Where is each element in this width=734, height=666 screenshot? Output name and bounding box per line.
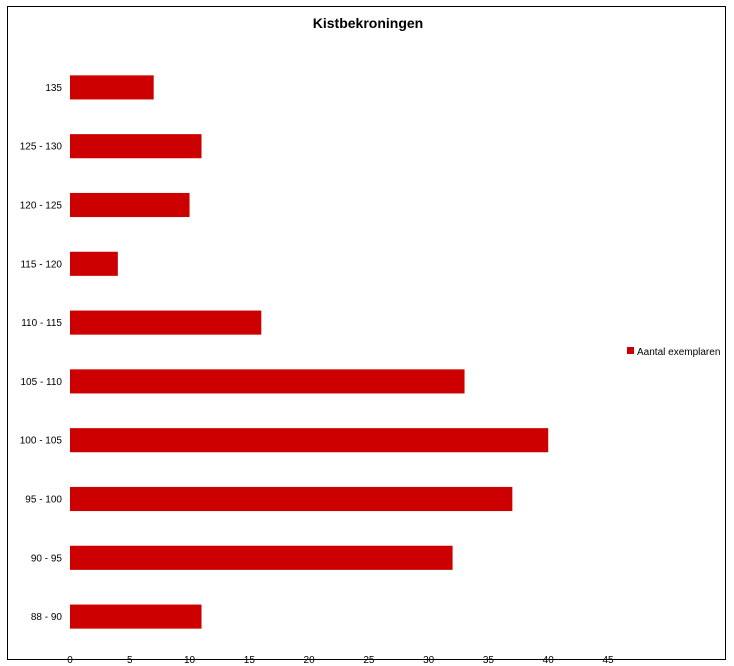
bar-135 (70, 75, 154, 100)
category-labels: 135 125 - 130 120 - 125 115 - 120 110 - 115 1… (20, 83, 63, 623)
bar-90-95 (70, 545, 453, 570)
x-tick-label: 40 (543, 655, 555, 666)
bar-100-105 (70, 428, 549, 453)
bars-group (70, 75, 549, 629)
x-tick-label: 5 (127, 655, 133, 666)
bar-95-100 (70, 486, 513, 512)
category-label: 135 (45, 83, 62, 94)
category-label: 90 - 95 (31, 553, 63, 564)
chart-title: Kistbekroningen (313, 15, 423, 31)
category-label: 88 - 90 (31, 612, 63, 623)
category-label: 105 - 110 (20, 377, 62, 388)
x-tick-label: 10 (184, 655, 196, 666)
category-label: 95 - 100 (25, 495, 62, 506)
category-label: 115 - 120 (20, 259, 62, 270)
x-tick-label: 0 (67, 655, 73, 666)
x-tick-label: 25 (363, 655, 375, 666)
bar-115-120 (70, 251, 118, 276)
x-tick-label: 30 (423, 655, 435, 666)
x-tick-label: 20 (304, 655, 316, 666)
legend: Aantal exemplaren (627, 347, 720, 358)
x-tick-label: 35 (483, 655, 495, 666)
x-tick-label: 15 (244, 655, 256, 666)
legend-label: Aantal exemplaren (637, 347, 720, 358)
category-label: 110 - 115 (21, 318, 62, 329)
x-axis-ticks: 0 5 10 15 20 25 30 35 40 45 (67, 655, 614, 666)
bar-125-130 (70, 134, 202, 159)
category-label: 100 - 105 (20, 436, 63, 447)
bar-110-115 (70, 310, 262, 335)
bar-105-110 (70, 369, 465, 394)
legend-swatch (627, 347, 634, 354)
category-label: 120 - 125 (20, 201, 63, 212)
bar-120-125 (70, 192, 190, 218)
bar-88-90 (70, 604, 202, 629)
category-label: 125 - 130 (20, 142, 63, 153)
x-tick-label: 45 (602, 655, 614, 666)
